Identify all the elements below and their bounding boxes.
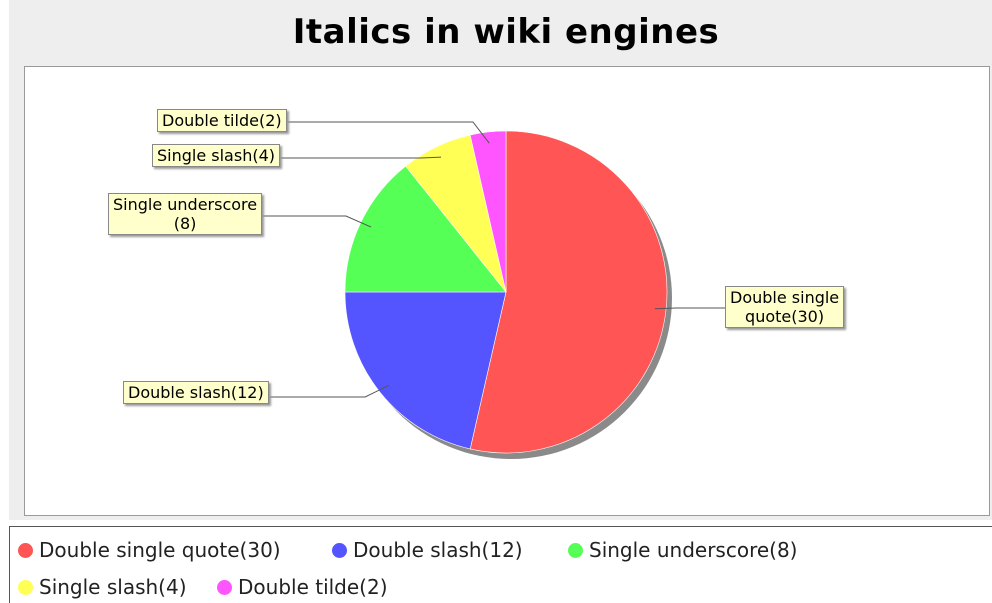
slice-label-line: Double tilde(2): [162, 111, 282, 130]
legend-label: Double slash(12): [353, 538, 523, 562]
leader-line-double-slash: [268, 384, 390, 398]
slice-label-line: (8): [173, 214, 197, 233]
pie-slice-double-single-quote: [469, 130, 668, 454]
legend-item-single-underscore: Single underscore(8): [568, 538, 798, 562]
legend-label: Double tilde(2): [238, 575, 388, 599]
slice-label-line: Single underscore: [113, 195, 258, 214]
legend-swatch: [18, 542, 33, 558]
legend-item-double-slash: Double slash(12): [332, 538, 523, 562]
slice-label-line: Single slash(4): [157, 146, 275, 165]
legend: Double single quote(30) Double slash(12) S…: [9, 526, 992, 603]
slice-label-line: Double single: [730, 288, 840, 307]
leader-line-double-tilde: [286, 121, 490, 144]
pie-slice-double-tilde: [469, 130, 507, 293]
leader-line-single-slash: [280, 156, 442, 159]
slice-label-double-slash: Double slash(12): [123, 381, 269, 404]
slice-label-single-slash: Single slash(4): [152, 144, 280, 167]
legend-swatch: [18, 579, 33, 595]
legend-label: Double single quote(30): [39, 538, 281, 562]
legend-swatch: [568, 542, 583, 558]
slice-label-line: quote(30): [745, 307, 825, 326]
pie-slice-double-slash: [344, 291, 507, 450]
legend-item-single-slash: Single slash(4): [18, 575, 187, 599]
slice-label-single-underscore: Single underscore (8): [108, 193, 263, 235]
legend-item-double-single-quote: Double single quote(30): [18, 538, 281, 562]
leader-line-double-single-quote: [654, 307, 725, 310]
chart-title: Italics in wiki engines: [292, 12, 720, 52]
leader-line-single-underscore: [262, 215, 372, 228]
legend-swatch: [217, 579, 232, 595]
legend-label: Single slash(4): [39, 575, 187, 599]
slice-label-double-tilde: Double tilde(2): [157, 109, 287, 132]
slice-label-line: Double slash(12): [128, 383, 264, 402]
legend-label: Single underscore(8): [589, 538, 798, 562]
legend-swatch: [332, 542, 347, 558]
legend-item-double-tilde: Double tilde(2): [217, 575, 388, 599]
slice-label-double-single-quote: Double single quote(30): [725, 286, 845, 328]
